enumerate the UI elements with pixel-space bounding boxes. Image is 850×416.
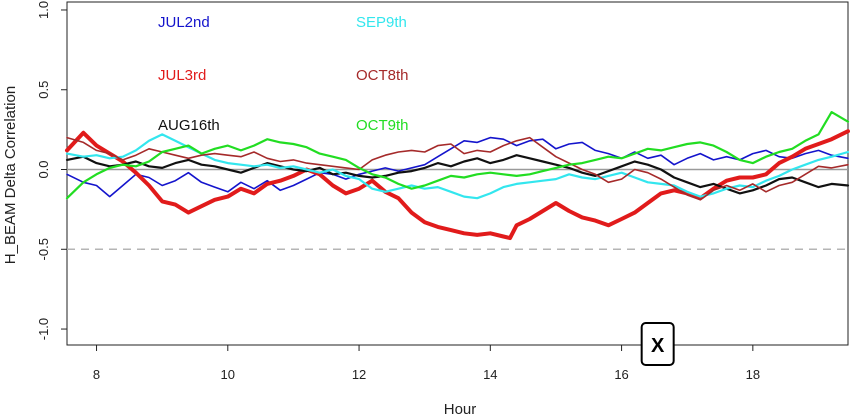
series-line-aug16th bbox=[65, 154, 850, 195]
x-tick-label: 8 bbox=[93, 367, 100, 382]
legend-label-sep9th: SEP9th bbox=[356, 14, 407, 31]
x-tick-label: 16 bbox=[614, 367, 628, 382]
series-line-jul2nd bbox=[66, 136, 849, 198]
reference-lines bbox=[67, 168, 848, 251]
y-axis: -1.0 -0.5 0.0 0.5 1.0 bbox=[36, 1, 67, 340]
plot-frame bbox=[66, 1, 849, 346]
y-tick-label: 0.5 bbox=[36, 81, 51, 99]
y-tick-label: -1.0 bbox=[36, 318, 51, 340]
legend-label-oct9th: OCT9th bbox=[356, 117, 409, 134]
legend-label-jul2nd: JUL2nd bbox=[158, 14, 210, 31]
x-marker-label: X bbox=[651, 335, 665, 357]
x-tick-label: 10 bbox=[221, 367, 235, 382]
y-axis-title: H_BEAM Delta Correlation bbox=[2, 86, 19, 264]
legend: JUL2nd JUL3rd AUG16th SEP9th OCT8th OCT9… bbox=[158, 14, 409, 134]
series-line-oct8th bbox=[66, 136, 849, 201]
series-layer bbox=[65, 110, 850, 241]
x-tick-label: 14 bbox=[483, 367, 497, 382]
series-line-oct9th bbox=[65, 110, 850, 200]
x-marker-box bbox=[640, 322, 675, 366]
legend-label-jul3rd: JUL3rd bbox=[158, 67, 206, 84]
legend-label-oct8th: OCT8th bbox=[356, 67, 409, 84]
legend-label-aug16th: AUG16th bbox=[158, 117, 220, 134]
y-tick-label: -0.5 bbox=[36, 238, 51, 260]
x-axis: 8 10 12 14 16 18 bbox=[93, 345, 760, 382]
x-tick-label: 18 bbox=[746, 367, 760, 382]
x-axis-title: Hour bbox=[444, 401, 477, 416]
series-line-jul3rd bbox=[65, 129, 850, 241]
y-tick-label: 0.0 bbox=[36, 160, 51, 178]
x-marker-annotation: X bbox=[640, 322, 675, 366]
y-tick-label: 1.0 bbox=[36, 1, 51, 19]
x-tick-label: 12 bbox=[352, 367, 366, 382]
